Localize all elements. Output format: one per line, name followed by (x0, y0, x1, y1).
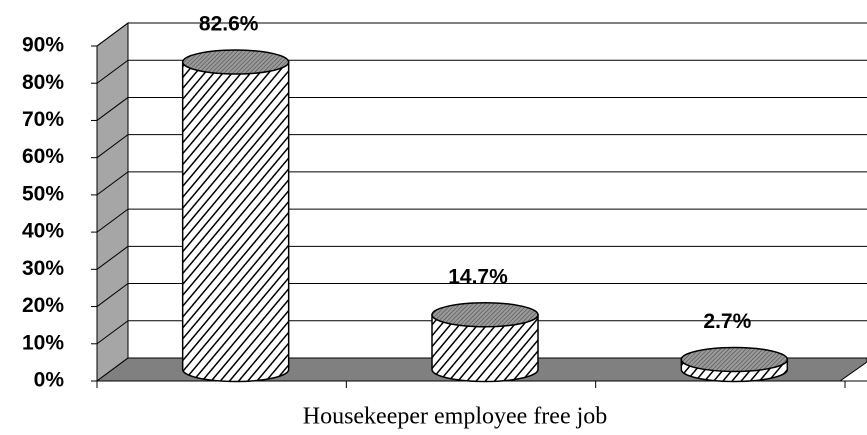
bar-top (181, 49, 290, 75)
bar-top (680, 346, 789, 373)
grid-line-side (96, 59, 129, 84)
grid-line-side (96, 97, 129, 121)
y-tick-label: 80% (22, 71, 64, 94)
grid-line-side (96, 22, 129, 47)
y-tick-label: 0% (34, 369, 65, 392)
grid-line-side (96, 283, 129, 307)
back-wall (128, 23, 867, 358)
bar (431, 302, 539, 383)
grid-line-side (96, 171, 129, 196)
data-label: 2.7% (703, 310, 751, 333)
data-label: 82.6% (199, 13, 259, 36)
grid-line-side (96, 320, 129, 345)
bar (680, 346, 789, 383)
grid-line-side (96, 208, 129, 233)
y-tick-label: 20% (22, 294, 64, 317)
grid-line-side (96, 245, 129, 270)
x-axis-label: Housekeeper employee free job (303, 404, 608, 430)
grid-line-side (96, 134, 129, 159)
y-tick-label: 10% (22, 331, 64, 354)
y-tick-label: 70% (22, 108, 64, 131)
bar-top (431, 302, 539, 328)
y-tick-label: 50% (22, 182, 64, 205)
y-tick-label: 30% (22, 257, 64, 280)
bar-body (431, 314, 539, 383)
data-label: 14.7% (448, 265, 508, 288)
side-wall (96, 22, 129, 382)
bar-body (181, 61, 290, 383)
y-tick-label: 40% (22, 220, 64, 243)
bar (181, 49, 290, 383)
y-tick-label: 90% (22, 34, 64, 57)
y-tick-label: 60% (22, 145, 64, 168)
